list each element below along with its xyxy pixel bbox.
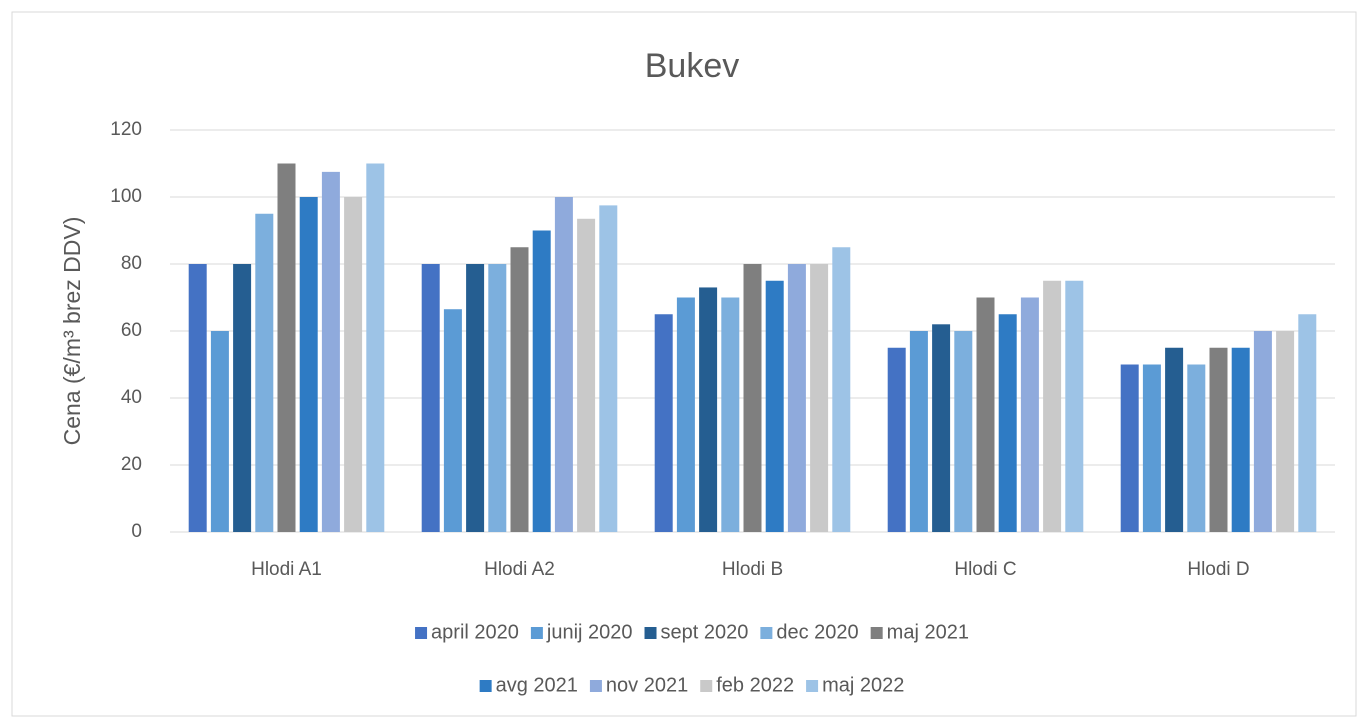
legend-swatch (530, 627, 543, 639)
bar (676, 297, 695, 532)
x-tick-label: Hlodi D (1187, 559, 1249, 580)
bar (188, 264, 207, 532)
y-tick-label: 120 (110, 119, 142, 140)
bar (1043, 280, 1062, 532)
legend-swatch (479, 680, 492, 692)
bar (421, 264, 440, 532)
bar (466, 264, 485, 532)
legend-label: april 2020 (431, 621, 519, 643)
legend-swatch (589, 680, 602, 692)
bar (577, 218, 596, 532)
bar (954, 331, 973, 532)
bar (1187, 364, 1206, 532)
bar (976, 297, 995, 532)
bar (1298, 314, 1317, 532)
bar (599, 205, 618, 532)
bar (510, 247, 529, 532)
bar (488, 264, 507, 532)
y-axis-title: Cena (€/m³ brez DDV) (59, 217, 85, 446)
bar (1020, 297, 1039, 532)
legend-label: feb 2022 (716, 674, 794, 696)
bar (255, 213, 274, 532)
legend-label: sept 2020 (661, 621, 749, 643)
legend-swatch (644, 627, 657, 639)
bar (1209, 347, 1228, 532)
bar (810, 264, 829, 532)
x-tick-label: Hlodi B (722, 559, 783, 580)
bar (443, 309, 462, 532)
bar (1231, 347, 1250, 532)
bar (1253, 331, 1272, 532)
bar (532, 230, 551, 532)
legend-swatch (870, 627, 883, 639)
bar (721, 297, 740, 532)
y-tick-label: 60 (121, 320, 142, 341)
x-tick-label: Hlodi C (954, 559, 1016, 580)
y-tick-label: 20 (121, 454, 142, 475)
y-tick-label: 80 (121, 253, 142, 274)
legend-swatch (700, 680, 713, 692)
legend-label: avg 2021 (496, 674, 578, 696)
bar (299, 197, 318, 532)
x-tick-label: Hlodi A1 (251, 559, 322, 580)
bar (932, 324, 951, 532)
legend-label: junij 2020 (546, 621, 633, 643)
bar (1276, 331, 1295, 532)
bar (210, 331, 229, 532)
bar (909, 331, 928, 532)
legend-label: maj 2022 (822, 674, 904, 696)
bar (1120, 364, 1139, 532)
bar (654, 314, 673, 532)
legend-label: dec 2020 (776, 621, 858, 643)
chart-title: Bukev (645, 47, 740, 85)
bar (233, 264, 252, 532)
y-tick-label: 40 (121, 387, 142, 408)
bar (366, 163, 385, 532)
y-tick-label: 0 (131, 521, 142, 542)
legend-label: maj 2021 (887, 621, 969, 643)
bar (321, 171, 340, 532)
bar (887, 347, 906, 532)
bar (1142, 364, 1161, 532)
bar (743, 264, 762, 532)
legend-swatch (415, 627, 428, 639)
legend-label: nov 2021 (606, 674, 688, 696)
legend-swatch (806, 680, 819, 692)
bar (1165, 347, 1184, 532)
bar (832, 247, 851, 532)
bar (765, 280, 784, 532)
legend-swatch (760, 627, 773, 639)
bar (699, 287, 718, 532)
bar (344, 197, 363, 532)
bar (998, 314, 1017, 532)
bar (787, 264, 806, 532)
x-tick-label: Hlodi A2 (484, 559, 555, 580)
y-tick-label: 100 (110, 186, 142, 207)
bar (1065, 280, 1084, 532)
bar (554, 197, 573, 532)
bar (277, 163, 296, 532)
